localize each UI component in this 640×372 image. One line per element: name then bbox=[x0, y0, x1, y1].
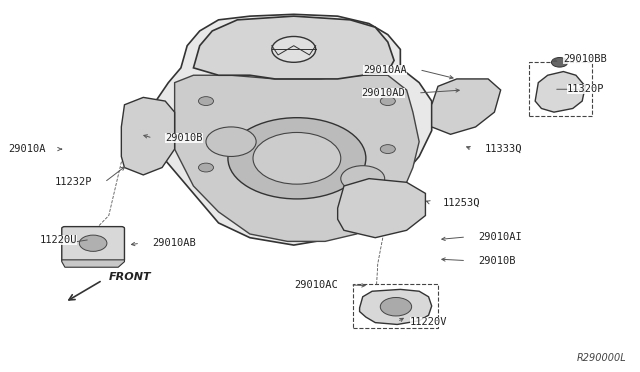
Circle shape bbox=[228, 118, 366, 199]
Circle shape bbox=[380, 298, 412, 316]
Text: 29010AA: 29010AA bbox=[363, 65, 406, 75]
Text: 29010B: 29010B bbox=[165, 133, 203, 143]
Circle shape bbox=[552, 58, 568, 67]
Text: 11253Q: 11253Q bbox=[443, 198, 481, 208]
Polygon shape bbox=[156, 14, 432, 245]
Text: 11220V: 11220V bbox=[410, 317, 447, 327]
Circle shape bbox=[380, 145, 396, 154]
Text: 11320P: 11320P bbox=[566, 84, 604, 94]
Circle shape bbox=[79, 235, 107, 251]
Circle shape bbox=[272, 36, 316, 62]
Text: 29010A: 29010A bbox=[8, 144, 46, 154]
Polygon shape bbox=[535, 71, 586, 112]
Text: R290000L: R290000L bbox=[577, 353, 626, 363]
Text: 29010AB: 29010AB bbox=[153, 238, 196, 248]
Polygon shape bbox=[338, 179, 426, 238]
Polygon shape bbox=[62, 260, 124, 267]
Text: 11333Q: 11333Q bbox=[485, 144, 522, 154]
Polygon shape bbox=[122, 97, 175, 175]
FancyBboxPatch shape bbox=[62, 227, 124, 262]
Text: 29010BB: 29010BB bbox=[563, 54, 607, 64]
Text: 29010AI: 29010AI bbox=[479, 232, 522, 242]
Text: FRONT: FRONT bbox=[109, 272, 152, 282]
Text: 29010B: 29010B bbox=[479, 256, 516, 266]
Polygon shape bbox=[432, 79, 500, 134]
Polygon shape bbox=[360, 289, 432, 324]
Polygon shape bbox=[175, 75, 419, 241]
Circle shape bbox=[340, 166, 385, 192]
Bar bbox=[529, 62, 591, 116]
Circle shape bbox=[253, 132, 340, 184]
Text: 11220U: 11220U bbox=[40, 234, 77, 244]
Text: 29010AD: 29010AD bbox=[362, 88, 405, 98]
Text: 29010AC: 29010AC bbox=[294, 280, 338, 290]
Circle shape bbox=[206, 127, 256, 157]
Polygon shape bbox=[193, 16, 394, 79]
Circle shape bbox=[198, 163, 214, 172]
Text: 11232P: 11232P bbox=[54, 177, 92, 187]
Circle shape bbox=[198, 97, 214, 106]
Bar bbox=[353, 284, 438, 328]
Circle shape bbox=[380, 97, 396, 106]
